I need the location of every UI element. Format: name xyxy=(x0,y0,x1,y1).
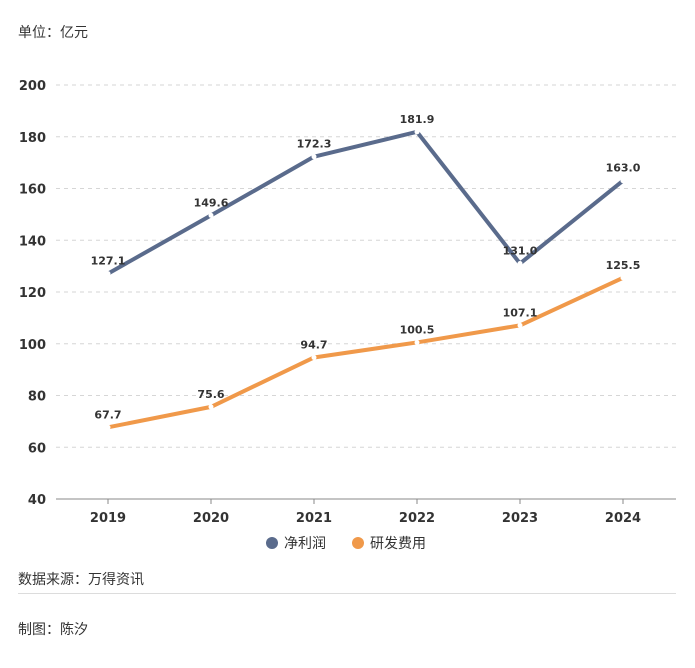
y-tick-label: 40 xyxy=(28,493,46,508)
data-label: 127.1 xyxy=(91,255,126,268)
data-point xyxy=(105,424,111,430)
y-tick-label: 120 xyxy=(19,286,46,301)
data-label: 94.7 xyxy=(300,338,327,351)
data-labels: 127.1 149.6 172.3 181.9 131.0 163.0 67.7 75.6 94… xyxy=(91,113,641,421)
y-tick-label: 80 xyxy=(28,390,46,405)
legend-label: 净利润 xyxy=(284,536,326,552)
data-label: 163.0 xyxy=(606,162,641,175)
y-tick-label: 180 xyxy=(19,131,46,146)
data-label: 149.6 xyxy=(194,196,229,209)
data-point xyxy=(208,212,214,218)
y-tick-label: 200 xyxy=(19,79,46,94)
y-tick-label: 140 xyxy=(19,234,46,249)
x-tick-label: 2023 xyxy=(502,511,538,526)
x-tick-label: 2024 xyxy=(605,511,641,526)
data-label: 125.5 xyxy=(606,259,641,272)
data-label: 100.5 xyxy=(400,323,435,336)
data-source: 数据来源：万得资讯 xyxy=(18,572,144,588)
y-tick-label: 60 xyxy=(28,441,46,456)
data-point xyxy=(311,154,317,160)
y-axis-ticks: 40 60 80 100 120 140 160 180 200 xyxy=(19,79,46,508)
grid-layer xyxy=(56,84,676,448)
line-chart: 40 60 80 100 120 140 160 180 200 2019 2020 2021 202… xyxy=(19,79,676,552)
y-tick-label: 160 xyxy=(19,183,46,198)
data-label: 181.9 xyxy=(400,113,435,126)
data-label: 131.0 xyxy=(503,245,538,258)
data-point xyxy=(620,178,626,184)
x-tick-label: 2019 xyxy=(90,511,126,526)
data-point xyxy=(311,354,317,360)
data-point xyxy=(414,339,420,345)
legend-label: 研发费用 xyxy=(370,536,426,552)
legend-swatch xyxy=(352,537,364,549)
data-point xyxy=(414,129,420,135)
data-point xyxy=(517,261,523,267)
data-label: 172.3 xyxy=(297,138,332,151)
series-layer xyxy=(105,129,626,430)
series-line-1 xyxy=(106,275,625,430)
data-point xyxy=(620,275,626,281)
series-line-0 xyxy=(106,129,625,276)
x-tick-label: 2021 xyxy=(296,511,332,526)
divider xyxy=(18,593,676,594)
legend: 净利润 研发费用 xyxy=(266,536,426,552)
data-label: 67.7 xyxy=(94,408,121,421)
legend-swatch xyxy=(266,537,278,549)
x-tick-label: 2022 xyxy=(399,511,435,526)
data-point xyxy=(208,404,214,410)
data-point xyxy=(517,322,523,328)
chart-author: 制图：陈汐 xyxy=(18,622,88,638)
x-axis-ticks: 2019 2020 2021 2022 2023 2024 xyxy=(90,499,641,526)
y-tick-label: 100 xyxy=(19,338,46,353)
data-label: 75.6 xyxy=(197,388,224,401)
x-tick-label: 2020 xyxy=(193,511,229,526)
data-point xyxy=(105,271,111,277)
unit-label: 单位：亿元 xyxy=(18,25,88,41)
data-label: 107.1 xyxy=(503,306,538,319)
